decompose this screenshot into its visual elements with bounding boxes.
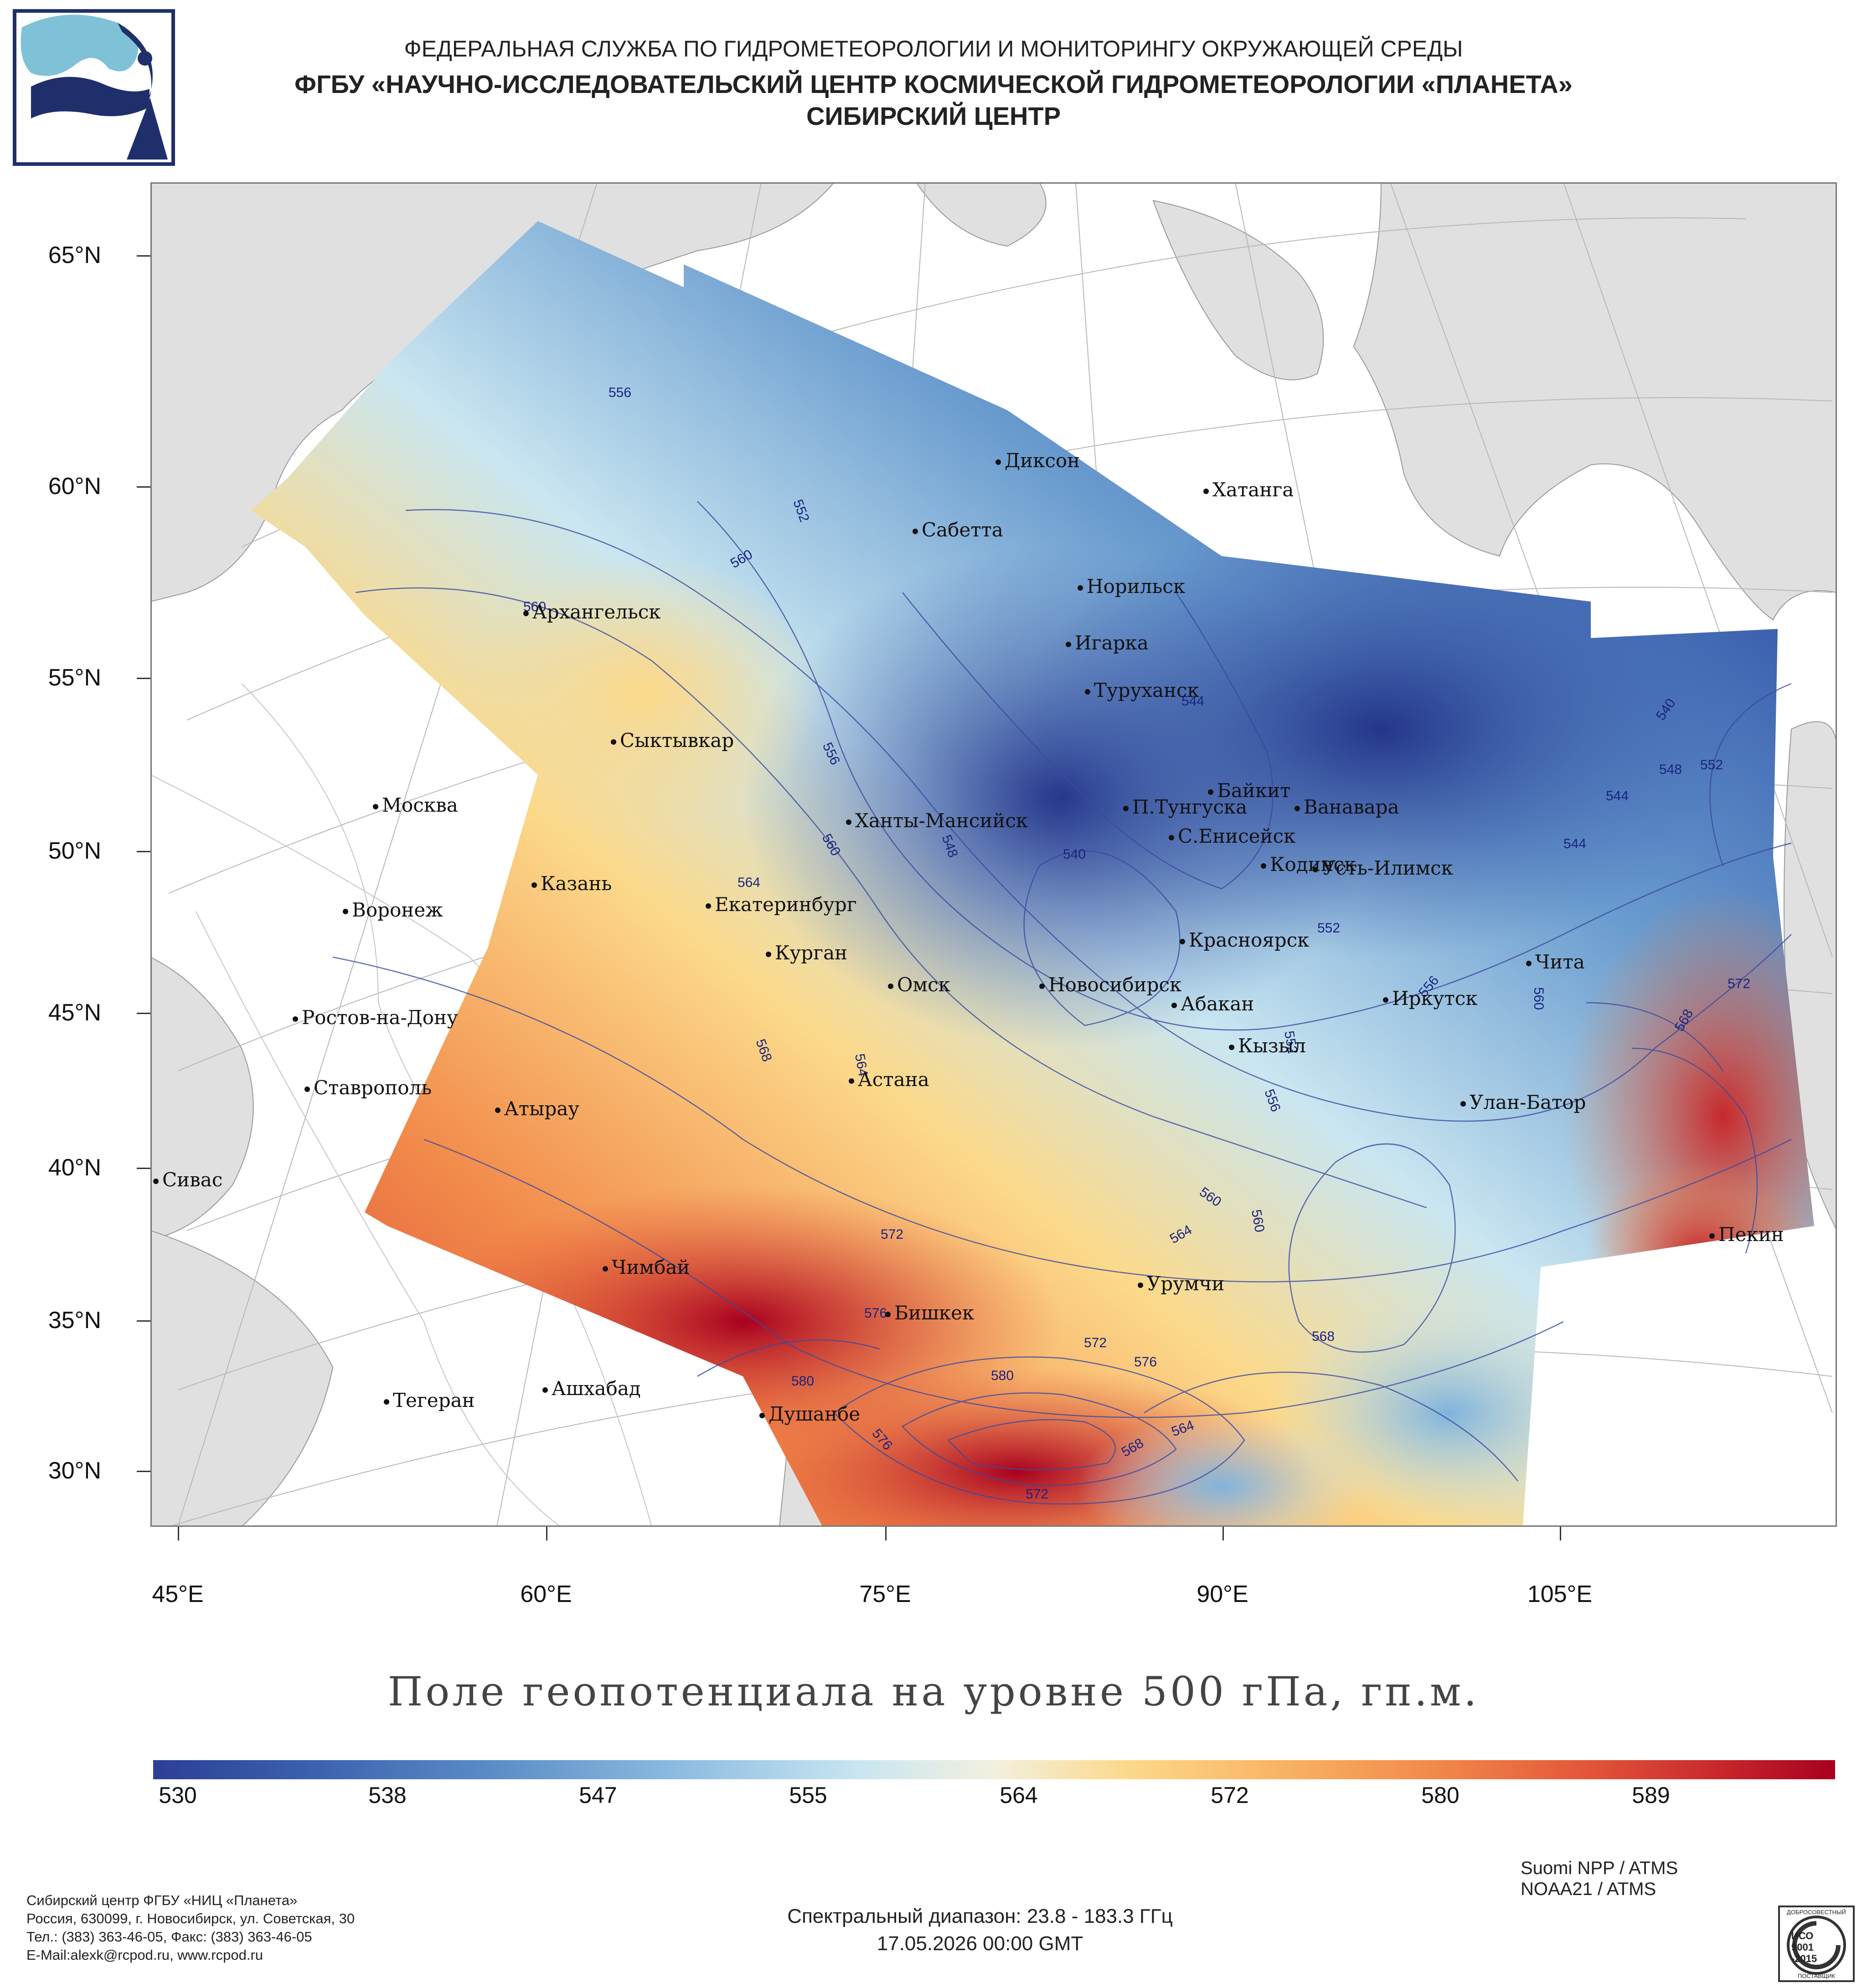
geopotential-map: 556 552 560 560 544 556 540 548 544 552 … [150, 182, 1837, 1531]
lat-tick [137, 1168, 150, 1169]
lat-label: 65°N [48, 242, 101, 268]
contour-label: 552 [1700, 757, 1723, 773]
contour-label: 540 [1063, 847, 1086, 862]
colorbar-tick: 564 [1000, 1782, 1038, 1808]
org-line: E-Mail:alexk@rcpod.ru, www.rcpod.ru [26, 1947, 263, 1963]
iso-badge-text: -2015 [1791, 1953, 1817, 1964]
iso-badge-text: 9001 [1791, 1942, 1814, 1953]
colorbar-tick: 580 [1421, 1782, 1460, 1808]
header-organization: ФГБУ «НАУЧНО-ИССЛЕДОВАТЕЛЬСКИЙ ЦЕНТР КОС… [294, 70, 1573, 98]
contour-label: 572 [881, 1227, 904, 1242]
contour-label: 572 [1084, 1335, 1107, 1350]
lat-label: 40°N [48, 1154, 101, 1181]
lat-tick [137, 1320, 150, 1322]
lon-label: 45°E [152, 1581, 204, 1607]
lat-tick [137, 851, 150, 852]
contour-label: 576 [864, 1306, 887, 1321]
colorbar-tick: 572 [1211, 1782, 1249, 1808]
colorbar [153, 1760, 1835, 1779]
contour-label: 564 [738, 875, 761, 890]
lat-tick [137, 486, 150, 488]
header-agency: ФЕДЕРАЛЬНАЯ СЛУЖБА ПО ГИДРОМЕТЕОРОЛОГИИ … [404, 36, 1463, 62]
contour-label: 572 [1728, 976, 1751, 991]
lat-label: 60°N [48, 473, 101, 500]
colorbar-tick: 589 [1632, 1782, 1670, 1808]
colorbar-tick: 530 [159, 1782, 197, 1808]
lat-tick [137, 255, 150, 257]
colorbar-tick: 555 [789, 1782, 827, 1808]
lon-label: 105°E [1527, 1581, 1593, 1607]
org-line: Россия, 630099, г. Новосибирск, ул. Сове… [26, 1911, 355, 1926]
iso-badge-text: ДОБРОСОВЕСТНЫЙ [1787, 1909, 1846, 1916]
lon-tick [1222, 1527, 1224, 1540]
contour-label: 580 [991, 1368, 1014, 1383]
lat-tick [137, 1471, 150, 1472]
lon-label: 60°E [520, 1581, 572, 1607]
iso-badge-text: ИСО [1791, 1930, 1814, 1942]
contour-label: 544 [1606, 788, 1629, 803]
satellite-list: Suomi NPP / ATMS NOAA21 / ATMS [1521, 1858, 1678, 1900]
lon-tick [1560, 1527, 1561, 1540]
lat-label: 35°N [48, 1307, 101, 1334]
contour-label: 576 [1134, 1355, 1157, 1370]
lat-label: 50°N [48, 838, 101, 864]
contour-label: 544 [1181, 694, 1205, 709]
org-line: Сибирский центр ФГБУ «НИЦ «Планета» [26, 1892, 298, 1908]
org-line: Тел.: (383) 363-46-05, Факс: (383) 363-4… [26, 1929, 312, 1945]
observation-datetime: 17.05.2026 00:00 GMT [877, 1932, 1083, 1955]
iso-badge-text: ПОСТАВЩИК [1797, 1973, 1836, 1979]
contour-label: 568 [1312, 1329, 1335, 1344]
lon-label: 90°E [1197, 1581, 1248, 1607]
contour-label: 556 [609, 385, 632, 400]
contour-label: 544 [1563, 836, 1587, 851]
satellite-instrument: NOAA21 / ATMS [1521, 1879, 1656, 1899]
lon-tick [885, 1527, 887, 1540]
lon-tick [178, 1527, 179, 1540]
contour-label: 572 [1026, 1487, 1049, 1502]
lat-label: 45°N [48, 999, 101, 1026]
colorbar-tick: 538 [368, 1782, 407, 1808]
header-center: СИБИРСКИЙ ЦЕНТР [806, 102, 1061, 130]
lat-tick [137, 1013, 150, 1014]
contour-label: 548 [1659, 762, 1682, 777]
spectral-range: Спектральный диапазон: 23.8 - 183.3 ГГц [787, 1905, 1173, 1927]
org-contacts: Сибирский центр ФГБУ «НИЦ «Планета» Росс… [26, 1891, 355, 1964]
colorbar-tick: 547 [579, 1782, 617, 1808]
map-frame [150, 182, 1837, 1527]
contour-label: 552 [1317, 921, 1341, 936]
lon-tick [546, 1527, 547, 1540]
iso-certification-badge: ДОБРОСОВЕСТНЫЙ ИСО 9001 -2015 ПОСТАВЩИК [1778, 1905, 1855, 1983]
contour-label: 580 [791, 1374, 815, 1389]
satellite-instrument: Suomi NPP / ATMS [1521, 1858, 1678, 1878]
lon-label: 75°E [859, 1581, 911, 1607]
lat-tick [137, 678, 150, 679]
lat-label: 55°N [48, 664, 101, 691]
planeta-logo [13, 9, 175, 166]
map-title: Поле геопотенциала на уровне 500 гПа, гп… [387, 1668, 1480, 1715]
lat-label: 30°N [48, 1458, 101, 1484]
